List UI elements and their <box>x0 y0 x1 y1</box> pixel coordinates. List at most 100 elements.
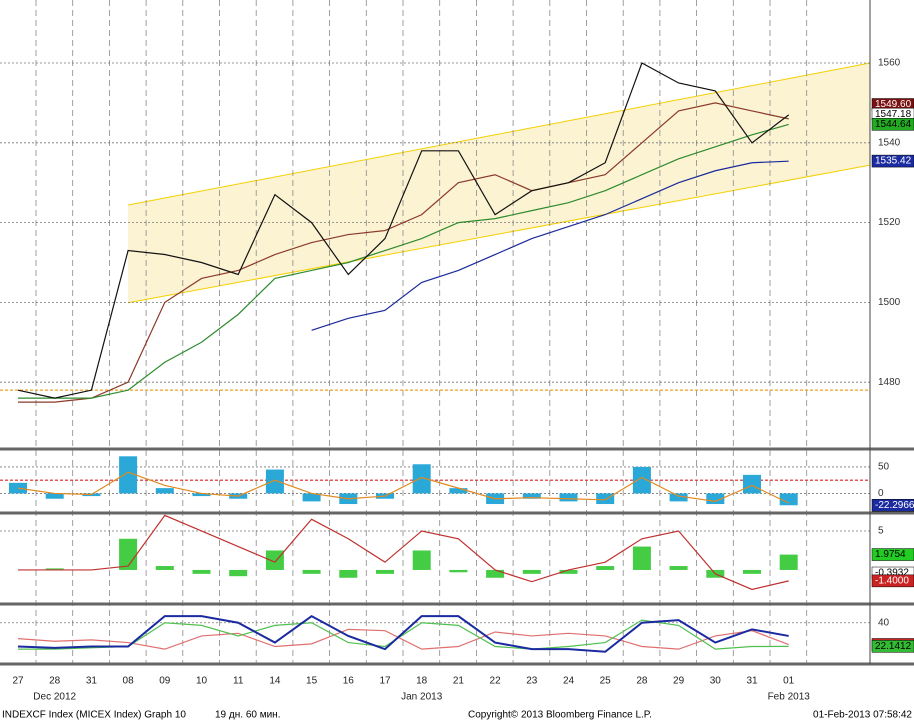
x-tick-label: 17 <box>379 676 391 687</box>
series-line <box>17 614 789 653</box>
bar <box>376 569 394 574</box>
footer-period: 19 дн. 60 мин. <box>215 710 280 721</box>
bar <box>155 566 174 570</box>
y-tick-label: 1560 <box>878 58 901 69</box>
bar <box>302 569 321 574</box>
series-line <box>17 62 790 399</box>
bar <box>45 568 64 570</box>
channel-lower <box>128 164 871 304</box>
price-tag-label: -22.2966 <box>875 500 914 511</box>
footer-timestamp: 01-Feb-2013 07:58:42 <box>813 710 912 721</box>
bar <box>155 488 174 494</box>
x-tick-label: 28 <box>49 676 61 687</box>
x-tick-label: 25 <box>600 676 612 687</box>
bar <box>45 493 64 499</box>
bar <box>192 569 211 574</box>
bar <box>449 569 468 573</box>
x-tick-label: 30 <box>710 676 722 687</box>
bar <box>449 488 468 494</box>
bar <box>779 493 798 506</box>
x-tick-label: 22 <box>490 676 502 687</box>
x-tick-label: 10 <box>196 676 208 687</box>
bar <box>706 493 725 505</box>
panel-separator <box>0 447 914 451</box>
channel-upper <box>128 62 871 206</box>
bar <box>229 569 248 577</box>
price-tag <box>871 499 914 512</box>
bar <box>119 538 138 570</box>
series-line <box>17 471 789 504</box>
series-line <box>17 628 789 650</box>
bar <box>522 493 541 499</box>
x-tick-label: 28 <box>636 676 648 687</box>
bar <box>743 569 761 574</box>
x-month-label: Jan 2013 <box>401 692 443 703</box>
price-tag-label: 1544.64 <box>875 119 912 130</box>
x-tick-label: 08 <box>123 676 135 687</box>
x-tick-label: 31 <box>86 676 98 687</box>
bar <box>559 493 578 502</box>
bar <box>632 466 651 494</box>
channel-area <box>128 63 871 303</box>
bar <box>669 493 688 502</box>
x-month-label: Dec 2012 <box>33 692 76 703</box>
x-month-label: Feb 2013 <box>768 692 811 703</box>
bar <box>119 456 138 494</box>
price-tag-label: 1549.60 <box>875 99 912 110</box>
panel-separator <box>0 602 914 606</box>
x-tick-label: 09 <box>159 676 171 687</box>
bar <box>302 493 321 502</box>
x-tick-label: 16 <box>343 676 355 687</box>
y-tick-label: 1520 <box>878 217 901 228</box>
panel-separator <box>0 662 914 666</box>
bar <box>522 569 541 574</box>
x-tick-label: 23 <box>526 676 538 687</box>
bar <box>265 469 284 494</box>
y-tick-label: 0 <box>878 488 884 499</box>
panel-separator <box>0 511 914 515</box>
price-tag <box>871 640 914 653</box>
x-tick-label: 15 <box>306 676 318 687</box>
price-tag-label: -1.4000 <box>875 576 909 587</box>
bar <box>596 566 615 570</box>
price-tag-label: -0.3932 <box>875 568 909 579</box>
x-tick-label: 14 <box>269 676 281 687</box>
bar <box>265 550 284 570</box>
price-tag <box>871 548 914 561</box>
y-tick-label: 40 <box>878 617 890 628</box>
bar <box>743 474 761 494</box>
x-tick-label: 29 <box>673 676 685 687</box>
price-tag-label: 1535.42 <box>875 156 912 167</box>
bar <box>486 569 505 578</box>
price-tag-label: 22.1412 <box>875 641 912 652</box>
footer-ticker: INDEXCF Index (MICEX Index) Graph 10 <box>2 710 186 721</box>
series-line <box>18 619 789 650</box>
bar <box>632 546 651 570</box>
x-tick-label: 21 <box>453 676 465 687</box>
x-tick-label: 27 <box>12 676 24 687</box>
footer-copyright: Copyright© 2013 Bloomberg Finance L.P. <box>468 710 652 721</box>
bar <box>412 464 431 494</box>
x-tick-label: 11 <box>233 676 244 687</box>
y-tick-label: 1540 <box>878 137 901 148</box>
bar <box>339 569 358 578</box>
bar <box>669 566 688 570</box>
bar <box>779 554 798 570</box>
x-tick-label: 01 <box>783 676 795 687</box>
price-tag <box>871 154 914 168</box>
y-tick-label: 5 <box>878 526 884 537</box>
bar <box>596 493 615 505</box>
x-tick-label: 24 <box>563 676 575 687</box>
y-tick-label: 50 <box>878 462 890 473</box>
price-tag-label: 1.9754 <box>875 549 906 560</box>
series-line <box>18 123 789 399</box>
series-line <box>311 160 789 331</box>
y-tick-label: 1500 <box>878 297 901 308</box>
price-tag-label: 1547.18 <box>875 109 912 120</box>
bar <box>559 569 578 574</box>
price-tag <box>871 118 914 131</box>
series-line <box>18 102 789 403</box>
bar <box>192 493 211 497</box>
x-tick-label: 31 <box>746 676 758 687</box>
